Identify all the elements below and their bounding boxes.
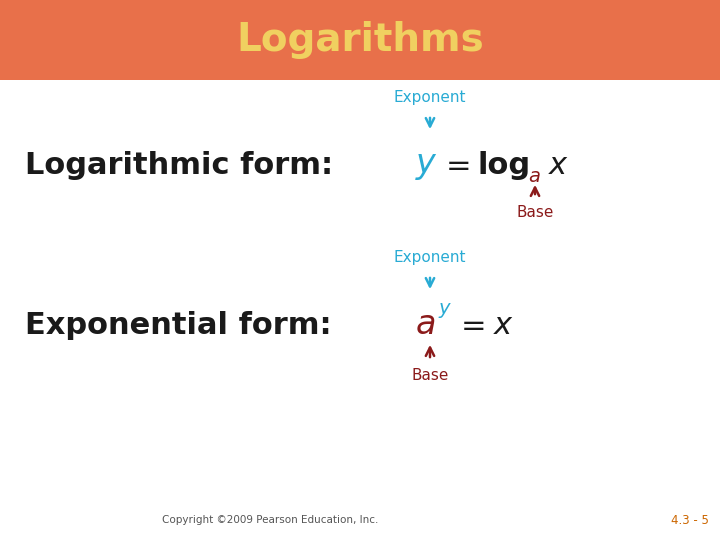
Text: $\mathit{x}$: $\mathit{x}$ [493,310,514,340]
Text: Base: Base [411,368,449,383]
Text: Exponent: Exponent [394,250,467,265]
Text: $\mathit{y}$: $\mathit{y}$ [415,148,438,181]
Text: log: log [478,151,531,179]
Text: $\mathit{x}$: $\mathit{x}$ [548,151,569,179]
Text: $=$: $=$ [440,151,470,179]
Text: Logarithms: Logarithms [236,21,484,59]
Text: $\mathit{y}$: $\mathit{y}$ [438,301,452,321]
Text: $\mathit{a}$: $\mathit{a}$ [528,167,541,186]
Text: 4.3 - 5: 4.3 - 5 [671,514,709,526]
Text: Logarithmic form:: Logarithmic form: [25,151,343,179]
Text: $=$: $=$ [455,310,485,340]
FancyBboxPatch shape [0,0,720,80]
Text: Base: Base [516,205,554,220]
Text: Copyright ©2009 Pearson Education, Inc.: Copyright ©2009 Pearson Education, Inc. [162,515,378,525]
Text: $\mathit{a}$: $\mathit{a}$ [415,308,436,341]
Text: Exponent: Exponent [394,90,467,105]
Text: Exponential form:: Exponential form: [25,310,342,340]
